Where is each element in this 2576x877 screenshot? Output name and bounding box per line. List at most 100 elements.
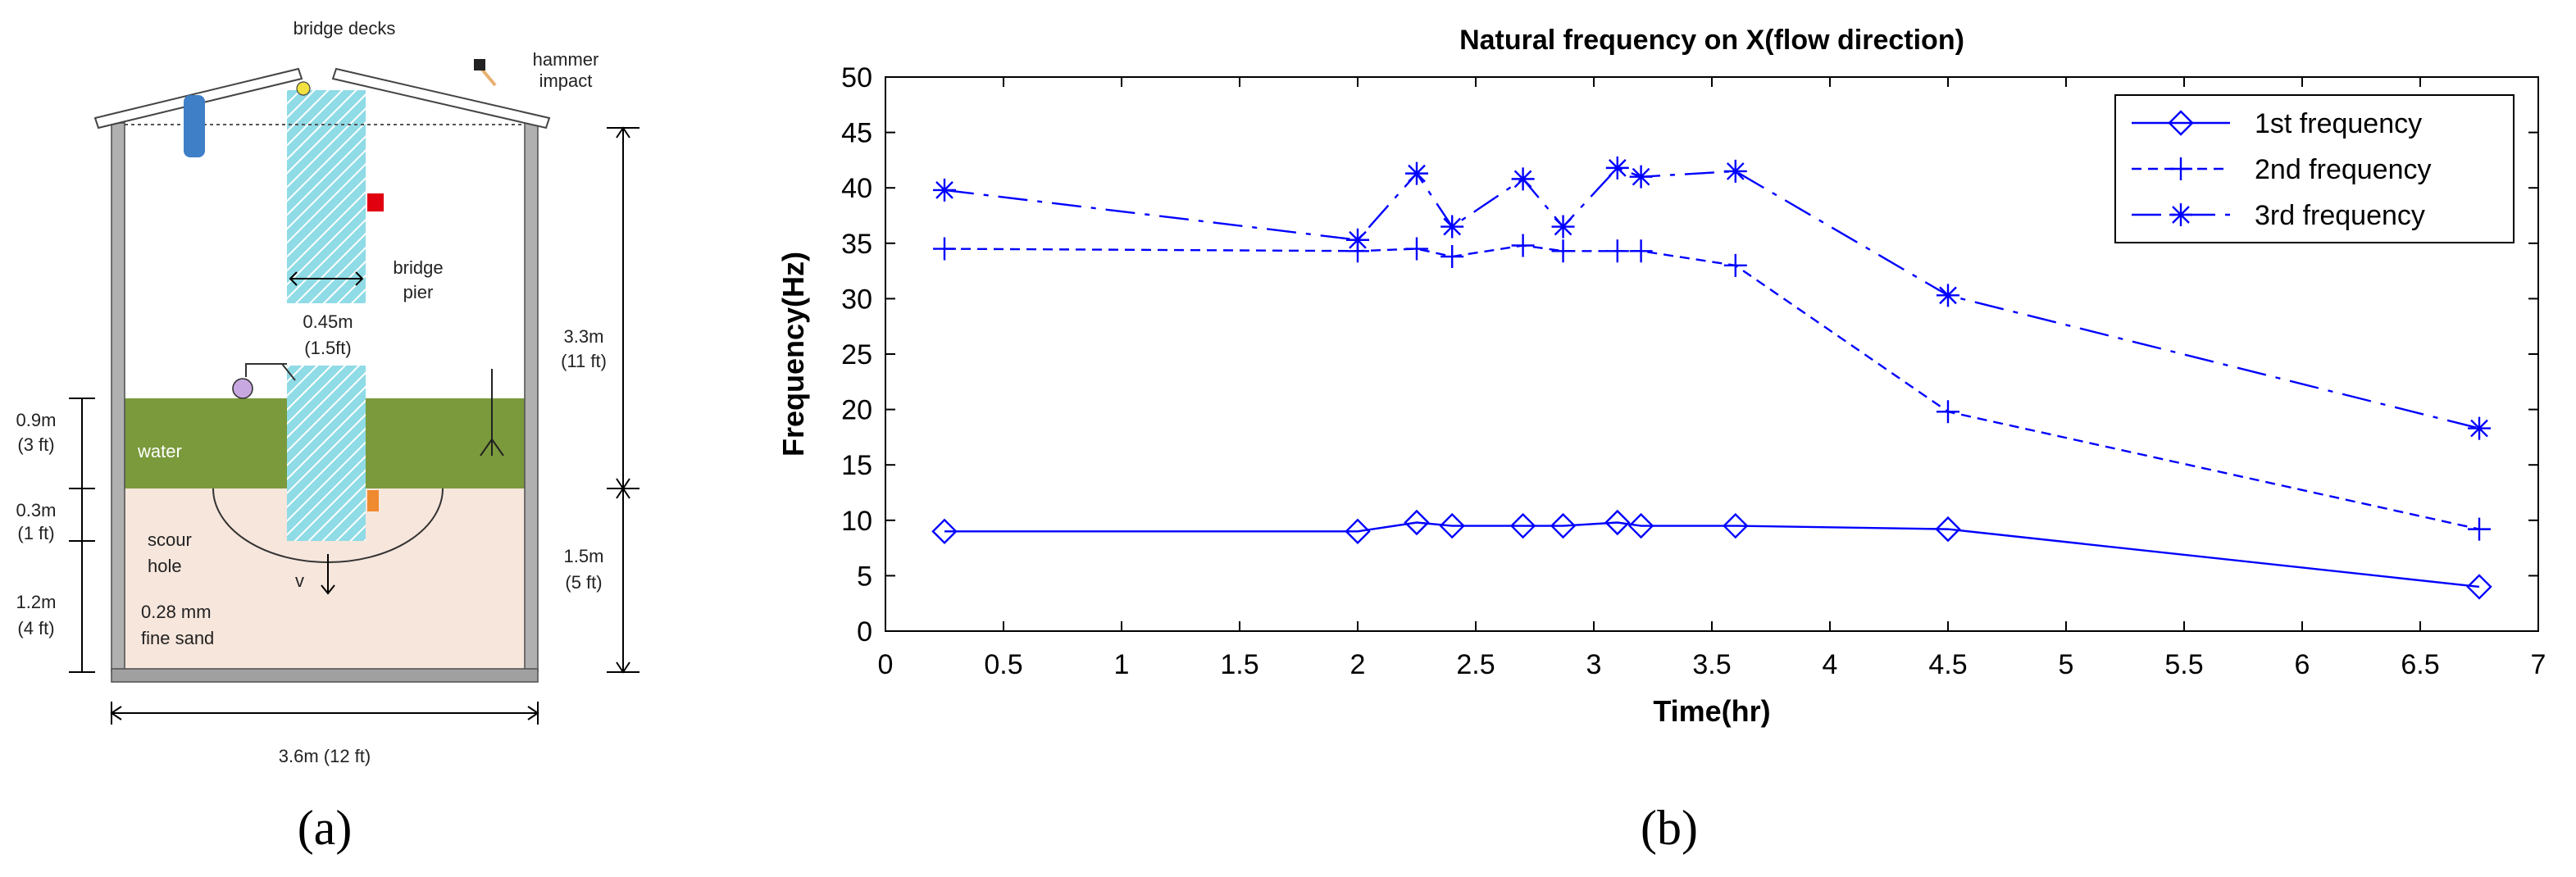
y-tick-label: 20: [841, 395, 872, 426]
y-tick-label: 15: [841, 450, 872, 481]
marker-shape: [1511, 167, 1535, 191]
legend-label: 1st frequency: [2255, 108, 2422, 139]
dimension: [110, 702, 539, 725]
label: 0.28 mm: [141, 602, 212, 622]
x-tick-label: 1.5: [1220, 649, 1258, 680]
marker-shape: [2468, 416, 2491, 440]
marker: [1937, 400, 1959, 424]
label: (1 ft): [17, 523, 54, 543]
marker: [2468, 517, 2491, 541]
x-tick-label: 4: [1823, 649, 1838, 680]
marker: [1629, 165, 1653, 189]
marker-shape: [1511, 234, 1535, 257]
tank-wall: [524, 122, 539, 673]
marker: [1511, 167, 1535, 191]
legend-label: 2nd frequency: [2255, 154, 2432, 185]
x-tick-label: 7: [2531, 649, 2546, 680]
marker-shape: [1405, 237, 1428, 261]
label: v: [295, 570, 304, 591]
label: hole: [148, 556, 182, 576]
y-tick-label: 30: [841, 284, 872, 315]
diagram: bridge decks hammer impact 0.45m (1.5ft)…: [16, 18, 639, 766]
marker-shape: [1604, 509, 1631, 536]
x-tick-label: 3: [1586, 649, 1602, 680]
marker: [1605, 156, 1629, 179]
marker-shape: [1605, 239, 1629, 263]
marker-shape: [1937, 284, 1959, 307]
marker: [1440, 215, 1464, 239]
y-tick-label: 25: [841, 339, 872, 370]
marker-shape: [1937, 400, 1959, 424]
label: 3.3m: [564, 326, 604, 347]
label: water: [137, 441, 182, 461]
dimension: [69, 398, 95, 673]
marker-shape: [1935, 516, 1961, 543]
x-tick-label: 2: [1350, 649, 1366, 680]
sensor: [296, 81, 311, 96]
series-line: [944, 521, 2480, 588]
marker: [1723, 512, 1749, 539]
marker-shape: [1345, 518, 1371, 545]
tank-floor: [111, 668, 539, 683]
label: pier: [403, 282, 434, 302]
marker-shape: [931, 518, 958, 545]
label: 1.5m: [564, 546, 604, 566]
marker-shape: [1627, 512, 1654, 539]
marker: [933, 237, 956, 261]
y-tick-label: 5: [857, 561, 872, 592]
arrow: [321, 554, 335, 595]
x-tick-label: 2.5: [1456, 649, 1495, 680]
marker-shape: [1550, 512, 1577, 539]
legend-label: 3rd frequency: [2255, 200, 2425, 231]
marker: [1439, 512, 1465, 539]
marker: [1405, 237, 1428, 261]
marker-shape: [933, 237, 956, 261]
marker-shape: [1723, 512, 1749, 539]
label: bridge: [393, 257, 443, 278]
label: (1.5ft): [304, 338, 351, 358]
marker-shape: [933, 178, 956, 202]
panel-label: (b): [1641, 801, 1698, 855]
y-tick-label: 40: [841, 173, 872, 204]
legend-marker: [2169, 203, 2192, 226]
marker: [1551, 215, 1575, 239]
chart: Natural frequency on X(flow direction) Ti…: [776, 25, 2546, 728]
sensor: [232, 378, 253, 399]
x-tick-label: 5: [2059, 649, 2074, 680]
marker-shape: [1629, 165, 1653, 189]
legend-marker: [2168, 110, 2194, 136]
x-tick-label: 4.5: [1928, 649, 1967, 680]
legend-marker: [2169, 157, 2192, 180]
label: (5 ft): [565, 572, 602, 593]
marker: [933, 178, 956, 202]
label: 3.6m (12 ft): [279, 746, 371, 766]
sensor: [480, 369, 504, 457]
label: fine sand: [141, 628, 214, 648]
sensor: [367, 490, 379, 511]
marker: [1604, 509, 1631, 536]
marker-shape: [1405, 161, 1428, 185]
marker-shape: [1551, 215, 1575, 239]
marker-shape: [2169, 157, 2192, 180]
label: (3 ft): [17, 434, 54, 455]
marker-shape: [1509, 512, 1536, 539]
dimension: [607, 126, 639, 674]
marker-shape: [1723, 159, 1747, 183]
sensor-arm: [245, 363, 296, 381]
marker-shape: [1440, 245, 1464, 269]
y-tick-label: 50: [841, 62, 872, 93]
marker: [1935, 516, 1961, 543]
marker-shape: [2168, 110, 2194, 136]
sensor: [184, 95, 205, 157]
marker-shape: [1629, 239, 1653, 263]
marker: [1405, 161, 1428, 185]
label: bridge decks: [294, 18, 396, 39]
series-line: [944, 244, 2480, 530]
marker: [1440, 245, 1464, 269]
label-box: [287, 303, 369, 366]
marker: [1550, 512, 1577, 539]
marker-shape: [2466, 574, 2492, 600]
dimension: [289, 271, 364, 286]
y-axis-label: Frequency(Hz): [776, 252, 810, 457]
marker-shape: [1440, 215, 1464, 239]
